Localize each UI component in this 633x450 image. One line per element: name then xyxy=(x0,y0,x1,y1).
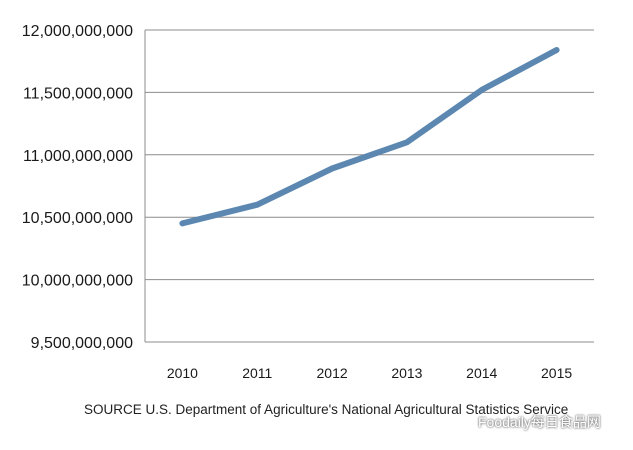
source-note: SOURCE U.S. Department of Agriculture's … xyxy=(84,402,569,417)
data-point xyxy=(331,168,333,170)
y-tick-label: 9,500,000,000 xyxy=(31,335,133,352)
data-point xyxy=(256,204,258,206)
series-line xyxy=(179,47,560,227)
y-tick-label: 10,000,000,000 xyxy=(22,273,133,290)
x-tick-label: 2011 xyxy=(242,365,272,381)
x-tick-label: 2012 xyxy=(317,365,348,381)
x-tick-label: 2015 xyxy=(541,365,572,381)
y-axis-ticks: 9,500,000,000 10,000,000,000 10,500,000,00… xyxy=(22,23,133,352)
y-tick-label: 11,000,000,000 xyxy=(23,148,133,165)
x-axis-ticks: 2010 2011 2012 2013 2014 2015 xyxy=(167,365,573,381)
x-tick-label: 2013 xyxy=(391,365,422,381)
x-tick-label: 2014 xyxy=(466,365,497,381)
data-point xyxy=(181,222,183,224)
y-tick-label: 11,500,000,000 xyxy=(23,85,133,102)
watermark-text: Foodaily每日食品网 xyxy=(478,414,601,430)
data-point xyxy=(481,89,483,91)
y-tick-label: 10,500,000,000 xyxy=(22,210,133,227)
y-tick-label: 12,000,000,000 xyxy=(22,23,133,40)
wechat-icon xyxy=(456,414,474,430)
series-layer xyxy=(179,47,560,227)
x-tick-label: 2010 xyxy=(167,365,198,381)
data-point xyxy=(556,49,558,51)
watermark: Foodaily每日食品网 xyxy=(456,412,601,432)
data-point xyxy=(406,141,408,143)
gridlines xyxy=(145,29,594,343)
